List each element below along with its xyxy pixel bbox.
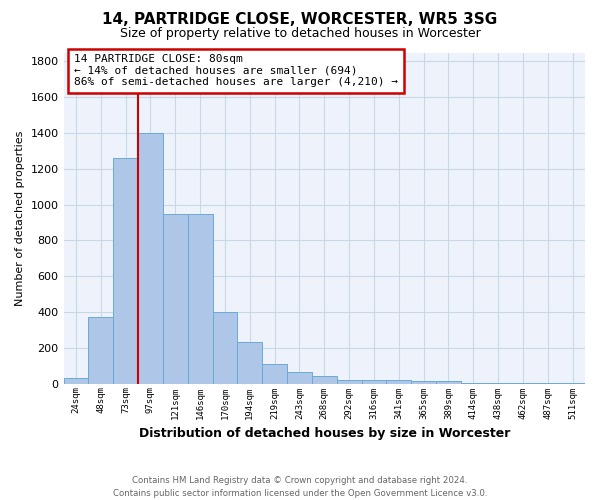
Bar bbox=[485, 382, 511, 384]
Bar bbox=[362, 380, 386, 384]
Bar bbox=[163, 214, 188, 384]
Bar bbox=[262, 364, 287, 384]
Bar bbox=[88, 318, 113, 384]
Bar bbox=[64, 378, 88, 384]
Bar bbox=[436, 381, 461, 384]
Text: Size of property relative to detached houses in Worcester: Size of property relative to detached ho… bbox=[119, 28, 481, 40]
Bar bbox=[287, 372, 312, 384]
Bar bbox=[188, 214, 212, 384]
Bar bbox=[212, 312, 238, 384]
Bar bbox=[411, 381, 436, 384]
Text: Contains HM Land Registry data © Crown copyright and database right 2024.
Contai: Contains HM Land Registry data © Crown c… bbox=[113, 476, 487, 498]
Bar bbox=[138, 133, 163, 384]
Bar bbox=[511, 382, 535, 384]
Bar bbox=[386, 380, 411, 384]
Text: 14, PARTRIDGE CLOSE, WORCESTER, WR5 3SG: 14, PARTRIDGE CLOSE, WORCESTER, WR5 3SG bbox=[103, 12, 497, 28]
Bar bbox=[238, 342, 262, 384]
Bar bbox=[461, 382, 485, 384]
Bar bbox=[337, 380, 362, 384]
Bar bbox=[113, 158, 138, 384]
Y-axis label: Number of detached properties: Number of detached properties bbox=[15, 130, 25, 306]
Text: 14 PARTRIDGE CLOSE: 80sqm
← 14% of detached houses are smaller (694)
86% of semi: 14 PARTRIDGE CLOSE: 80sqm ← 14% of detac… bbox=[74, 54, 398, 88]
Bar bbox=[312, 376, 337, 384]
X-axis label: Distribution of detached houses by size in Worcester: Distribution of detached houses by size … bbox=[139, 427, 510, 440]
Bar bbox=[560, 382, 585, 384]
Bar bbox=[535, 382, 560, 384]
